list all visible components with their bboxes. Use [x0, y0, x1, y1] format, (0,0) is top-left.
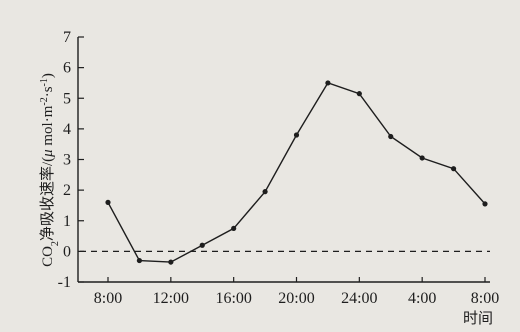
x-tick-label: 16:00	[215, 290, 251, 307]
y-tick-label: 4	[63, 121, 71, 138]
y-tick-label: 0	[63, 243, 71, 260]
data-point	[231, 225, 237, 232]
data-point	[482, 201, 488, 207]
data-point	[388, 133, 394, 140]
ylabel-sup-b: -1	[39, 78, 50, 86]
data-point	[199, 242, 205, 248]
data-point	[419, 155, 425, 161]
data-point	[356, 91, 362, 97]
x-tick-label: 8:00	[471, 290, 499, 307]
x-ticks: 8:00 12:00 16:00 20:00 24:00 4:00 8:00	[94, 277, 499, 307]
x-tick-label: 8:00	[94, 290, 122, 307]
x-axis-label: 时间	[463, 310, 493, 327]
ylabel-sup-a: -2	[39, 97, 50, 105]
data-point	[325, 80, 331, 86]
y-tick-label: 2	[63, 182, 71, 199]
data-point	[136, 257, 143, 264]
ylabel-unit-b: ·s	[40, 86, 56, 97]
data-point	[168, 259, 174, 265]
x-tick-label: 24:00	[341, 290, 377, 307]
y-tick-label: 5	[63, 90, 71, 107]
data-points	[105, 80, 488, 265]
y-tick-label: 7	[63, 29, 71, 46]
y-tick-label: 3	[63, 152, 71, 169]
ylabel-suffix: )	[40, 73, 56, 78]
data-point	[450, 166, 457, 172]
ylabel-unit-a: mol·m	[40, 105, 56, 149]
y-tick-label: 1	[63, 213, 71, 230]
y-axis-label: CO2净吸收速率/(μ mol·m-2·s-1)	[39, 73, 61, 267]
x-tick-label: 4:00	[408, 290, 436, 307]
data-point	[262, 189, 268, 195]
y-tick-label: -1	[58, 274, 71, 291]
ylabel-middle: 净吸收速率/(	[39, 157, 56, 241]
x-tick-label: 20:00	[278, 290, 314, 307]
y-tick-label: 6	[63, 60, 71, 77]
series-line	[107, 82, 486, 263]
ylabel-sub: 2	[50, 241, 61, 246]
data-point	[293, 132, 300, 138]
x-tick-label: 12:00	[153, 290, 189, 307]
ylabel-prefix: CO	[40, 246, 56, 267]
ylabel-mu: μ	[40, 149, 56, 158]
data-point	[105, 199, 111, 205]
